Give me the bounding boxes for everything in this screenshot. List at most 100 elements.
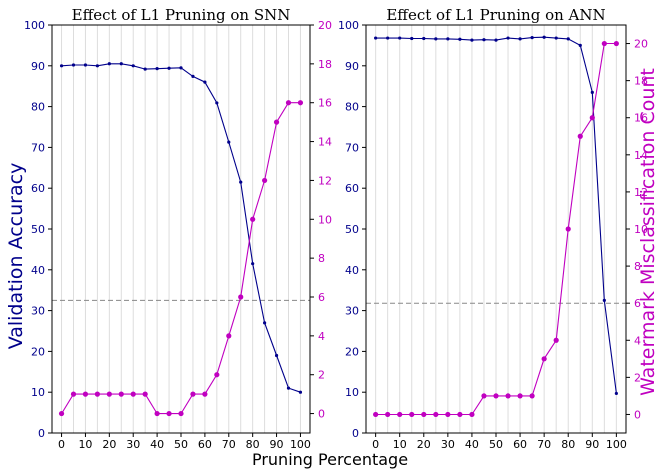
ann-misclassification-point [529, 393, 535, 399]
snn-accuracy-point [274, 353, 279, 358]
ann-misclassification-point [553, 337, 559, 343]
snn-misclassification-point [94, 391, 100, 397]
ann-y-tick-label-left: 60 [345, 182, 359, 195]
snn-accuracy-point [131, 64, 135, 68]
ann-x-tick-label: 70 [537, 438, 551, 451]
y-axis-label-left: Validation Accuracy [5, 163, 27, 350]
ann-misclassification-point [613, 40, 619, 47]
snn-y-tick-label-right: 12 [318, 174, 332, 187]
snn-accuracy-point [119, 62, 123, 66]
snn-x-tick-label: 80 [246, 438, 260, 451]
snn-y-tick-label-left: 80 [31, 101, 45, 114]
snn-accuracy-point [239, 180, 243, 184]
ann-accuracy-point [386, 36, 390, 40]
snn-x-tick-label: 90 [270, 438, 284, 451]
ann-y-tick-label-right: 18 [634, 75, 648, 88]
ann-x-tick-label: 60 [513, 438, 527, 451]
ann-accuracy-point [530, 36, 534, 40]
snn-accuracy-point [215, 101, 219, 105]
ann-accuracy-point [410, 36, 414, 41]
snn-misclassification-point [118, 391, 124, 397]
ann-misclassification-point [409, 411, 415, 418]
ann-accuracy-point [374, 36, 378, 40]
ann-y-tick-label-left: 100 [338, 19, 359, 32]
snn-y-tick-label-right: 8 [318, 252, 325, 265]
snn-misclassification-point [202, 391, 208, 397]
ann-y-tick-label-right: 14 [634, 149, 648, 162]
snn-accuracy-point [155, 67, 159, 71]
ann-y-tick-label-right: 0 [634, 408, 641, 421]
ann-y-tick-label-left: 80 [345, 101, 359, 114]
snn-y-tick-label-left: 30 [31, 305, 45, 318]
snn-accuracy-point [203, 80, 207, 84]
ann-y-tick-label-right: 6 [634, 297, 641, 310]
snn-x-tick-label: 30 [126, 438, 140, 451]
snn-accuracy-point [227, 140, 231, 144]
ann-y-tick-label-left: 10 [345, 386, 359, 399]
snn-misclassification-point [238, 294, 244, 300]
ann-chart-title: Effect of L1 Pruning on ANN [386, 6, 605, 24]
snn-accuracy-point [71, 63, 76, 67]
ann-y-tick-label-right: 20 [634, 38, 648, 51]
snn-y-tick-label-right: 16 [318, 97, 332, 110]
ann-accuracy-point [398, 36, 402, 40]
snn-x-tick-label: 40 [150, 438, 164, 451]
ann-x-tick-label: 30 [441, 438, 455, 451]
ann-misclassification-point [577, 133, 583, 139]
ann-misclassification-point [373, 411, 379, 418]
snn-accuracy-point [263, 321, 267, 325]
ann-accuracy-point [446, 37, 450, 41]
ann-y-tick-label-left: 70 [345, 141, 359, 154]
ann-accuracy-point [542, 35, 546, 39]
snn-y-tick-label-left: 10 [31, 386, 45, 399]
ann-misclassification-point [505, 393, 511, 399]
ann-misclassification-point [421, 411, 427, 418]
ann-misclassification-point [385, 411, 391, 418]
snn-misclassification-point [250, 216, 256, 222]
snn-misclassification-point [82, 391, 89, 397]
ann-accuracy-point [506, 36, 510, 40]
ann-y-tick-label-left: 50 [345, 223, 359, 236]
snn-x-tick-label: 0 [58, 438, 65, 451]
ann-accuracy-point [482, 38, 486, 42]
ann-accuracy-point [494, 38, 498, 42]
ann-misclassification-point [517, 393, 523, 399]
y-axis-label-right: Watermark Misclassification Count [637, 68, 659, 396]
snn-accuracy-point [167, 66, 171, 70]
snn-accuracy-point [143, 67, 147, 71]
ann-misclassification-point [481, 393, 487, 399]
ann-x-tick-label: 0 [372, 438, 379, 451]
snn-x-tick-label: 100 [290, 438, 311, 451]
ann-accuracy-point [590, 90, 594, 94]
ann-misclassification-point [457, 411, 463, 418]
ann-misclassification-point [469, 411, 475, 418]
snn-misclassification-point [262, 177, 268, 184]
snn-misclassification-point [142, 391, 148, 397]
snn-misclassification-point [273, 119, 280, 125]
ann-accuracy-point [458, 37, 462, 41]
snn-accuracy-point [179, 66, 183, 70]
snn-misclassification-point [214, 372, 220, 378]
snn-y-tick-label-left: 50 [31, 223, 45, 236]
snn-accuracy-point [107, 62, 111, 66]
ann-misclassification-point [397, 411, 403, 418]
snn-y-tick-label-right: 14 [318, 136, 332, 149]
snn-y-tick-label-right: 18 [318, 58, 332, 71]
snn-misclassification-point [285, 100, 292, 106]
snn-x-tick-label: 10 [78, 438, 92, 451]
x-axis-label: Pruning Percentage [252, 450, 408, 469]
snn-x-tick-label: 50 [174, 438, 188, 451]
snn-accuracy-point [83, 63, 88, 67]
ann-accuracy-point [578, 43, 582, 48]
snn-x-tick-label: 60 [198, 438, 212, 451]
snn-y-tick-label-left: 40 [31, 264, 45, 277]
ann-y-tick-label-left: 90 [345, 60, 359, 73]
snn-y-tick-label-left: 70 [31, 141, 45, 154]
snn-accuracy-point [95, 64, 99, 68]
snn-y-tick-label-right: 6 [318, 291, 325, 304]
snn-y-tick-label-right: 10 [318, 213, 332, 226]
snn-accuracy-point [251, 262, 255, 266]
snn-y-tick-label-right: 2 [318, 369, 325, 382]
snn-accuracy-point [298, 390, 303, 394]
